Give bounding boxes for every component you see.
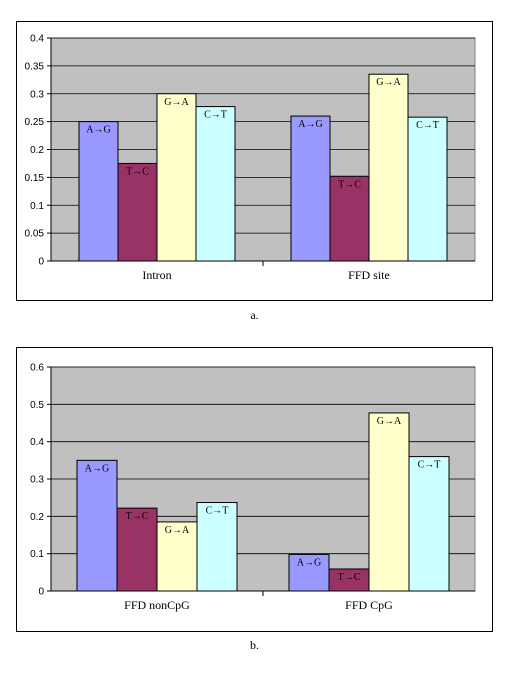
- bar: [117, 162, 158, 262]
- bar-label: A→G: [298, 119, 322, 130]
- bar: [116, 507, 158, 592]
- bar: [156, 521, 198, 592]
- chart-b-caption: b.: [250, 638, 259, 652]
- y-tick-label: 0.05: [25, 229, 45, 240]
- y-tick-label: 0: [38, 587, 44, 598]
- x-category-label: FFD nonCpG: [124, 598, 190, 612]
- bar-label: C→T: [204, 110, 227, 121]
- bar: [290, 115, 331, 262]
- bar-label: T→C: [338, 572, 361, 583]
- y-tick-label: 0.6: [30, 363, 44, 374]
- y-tick-label: 0.25: [25, 117, 45, 128]
- chart-b-svg: 0 0.1 0.2 0.3 0.4 0.5 0.6 A→G T→C G→A C→T FFD nonCp…: [30, 363, 476, 612]
- y-tick-label: 0.1: [30, 201, 44, 212]
- y-tick-label: 0.35: [25, 61, 45, 72]
- y-tick-label: 0.5: [30, 400, 44, 411]
- bar-label: G→A: [377, 416, 402, 427]
- bar-label: G→A: [165, 525, 190, 536]
- x-category-label: Intron: [142, 268, 171, 282]
- bar-label: A→G: [85, 463, 109, 474]
- y-tick-label: 0.4: [30, 34, 44, 45]
- y-tick-label: 0.1: [30, 549, 44, 560]
- bar-label: T→C: [126, 511, 149, 522]
- bar-label: A→G: [297, 557, 321, 568]
- y-tick-label: 0.3: [30, 89, 44, 100]
- bar: [288, 553, 330, 592]
- chart-b: 0 0.1 0.2 0.3 0.4 0.5 0.6 A→G T→C G→A C→T FFD nonCp…: [16, 347, 493, 632]
- chart-a-svg: 0 0.05 0.1 0.15 0.2 0.25 0.3 0.35 0.4 A→G T→C G→A C→…: [25, 34, 476, 282]
- bar: [196, 502, 238, 592]
- y-tick-label: 0.15: [25, 173, 45, 184]
- bar: [407, 116, 448, 262]
- y-tick-label: 0.2: [30, 145, 44, 156]
- y-tick-label: 0.3: [30, 475, 44, 486]
- chart-a: 0 0.05 0.1 0.15 0.2 0.25 0.3 0.35 0.4 A→G T→C G→A C→…: [16, 21, 493, 301]
- bar-label: C→T: [416, 120, 439, 131]
- x-category-label: FFD CpG: [345, 598, 393, 612]
- bar-label: C→T: [206, 506, 229, 517]
- bar: [368, 412, 410, 592]
- y-tick-label: 0: [38, 257, 44, 268]
- bar: [329, 175, 370, 262]
- y-tick-label: 0.2: [30, 512, 44, 523]
- bar: [156, 93, 197, 262]
- bar: [408, 456, 450, 592]
- y-tick-label: 0.4: [30, 437, 44, 448]
- bar-label: G→A: [164, 97, 189, 108]
- bar: [195, 106, 236, 262]
- bar-label: T→C: [338, 179, 361, 190]
- bar: [76, 459, 118, 592]
- x-category-label: FFD site: [348, 268, 390, 282]
- chart-a-caption: a.: [250, 308, 259, 322]
- bar-label: A→G: [86, 125, 110, 136]
- bar: [78, 121, 119, 262]
- bar: [368, 73, 409, 262]
- bar-label: C→T: [418, 460, 441, 471]
- bar-label: T→C: [126, 166, 149, 177]
- bar-label: G→A: [376, 77, 401, 88]
